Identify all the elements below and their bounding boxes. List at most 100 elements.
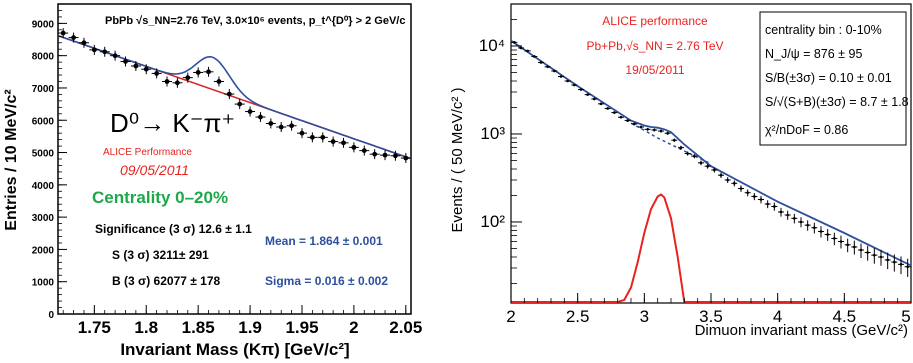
right-data-point bbox=[679, 146, 683, 149]
left-y-tick-label: 0 bbox=[48, 310, 54, 321]
left-centrality: Centrality 0–20% bbox=[92, 188, 228, 207]
left-data-point bbox=[164, 79, 170, 84]
right-data-point bbox=[619, 115, 623, 119]
left-data-point bbox=[195, 70, 201, 75]
left-perf-label: ALICE Performance bbox=[103, 147, 192, 158]
left-y-tick-label: 4000 bbox=[32, 181, 55, 192]
right-data-point bbox=[819, 230, 823, 233]
left-data-point bbox=[403, 155, 409, 161]
right-box-njpsi: N_J/ψ = 876 ± 95 bbox=[765, 47, 862, 61]
right-data-point bbox=[833, 237, 836, 240]
right-data-point bbox=[899, 263, 903, 266]
right-box-chi2: χ²/nDoF = 0.86 bbox=[765, 123, 848, 137]
right-x-tick-label: 3.5 bbox=[699, 307, 723, 326]
right-y-axis-title: Events / ( 50 MeV/c² ) bbox=[449, 87, 466, 232]
left-y-tick-label: 3000 bbox=[32, 213, 55, 224]
right-stats-box bbox=[759, 11, 907, 146]
right-data-point bbox=[659, 129, 663, 133]
left-data-point bbox=[258, 114, 263, 120]
left-data-point bbox=[361, 148, 367, 154]
right-box-s-over-b: S/B(±3σ) = 0.10 ± 0.01 bbox=[765, 71, 892, 85]
right-data-point bbox=[719, 173, 723, 177]
right-data-point bbox=[526, 49, 529, 53]
left-data-point bbox=[123, 59, 128, 64]
right-plot-marks bbox=[510, 39, 912, 303]
right-x-tick-label: 3 bbox=[640, 307, 649, 326]
right-data-point bbox=[546, 65, 549, 69]
left-axis-ticks: 1.75 1.8 1.85 1.9 1.95 2 2.05 0 1000 2000 3000 4000… bbox=[32, 10, 422, 337]
right-date: 19/05/2011 bbox=[625, 63, 684, 77]
right-data-point bbox=[793, 217, 796, 220]
left-x-tick-label: 2.05 bbox=[389, 318, 422, 337]
left-data-point bbox=[330, 139, 336, 144]
right-axis-ticks: 2 2.5 3 3.5 4 4.5 5 10² 10³ 10⁴ bbox=[479, 19, 912, 326]
right-x-tick-label: 4.5 bbox=[833, 307, 857, 326]
right-data-point bbox=[879, 255, 883, 259]
right-data-point bbox=[686, 152, 689, 155]
right-data-point bbox=[593, 97, 596, 101]
right-data-point bbox=[786, 213, 789, 217]
right-data-point bbox=[813, 226, 816, 230]
left-y-tick-label: 5000 bbox=[32, 149, 55, 160]
right-data-point bbox=[713, 168, 716, 172]
left-data-point bbox=[247, 109, 253, 114]
left-data-point bbox=[91, 47, 97, 53]
right-data-point bbox=[653, 128, 656, 132]
right-data-point bbox=[806, 223, 809, 227]
right-data-point bbox=[839, 240, 843, 243]
left-y-tick-label: 8000 bbox=[32, 52, 55, 63]
right-data-point bbox=[666, 131, 669, 135]
left-data-point bbox=[174, 80, 180, 86]
right-data-point bbox=[566, 79, 569, 83]
right-fit-curve bbox=[510, 39, 912, 267]
left-data-point bbox=[299, 130, 305, 136]
right-data-point bbox=[639, 125, 643, 129]
left-plot-frame bbox=[57, 3, 412, 315]
left-data-point bbox=[71, 35, 76, 40]
left-stat-significance: Significance (3 σ) 12.6 ± 1.1 bbox=[95, 222, 252, 236]
left-y-tick-label: 6000 bbox=[32, 116, 55, 127]
left-data-point bbox=[372, 151, 378, 157]
right-data-point bbox=[633, 122, 636, 126]
right-data-point bbox=[739, 187, 743, 190]
right-data-point bbox=[626, 119, 629, 122]
left-data-point bbox=[60, 30, 66, 36]
left-data-point bbox=[289, 123, 295, 129]
left-data-point bbox=[268, 121, 274, 126]
right-data-point bbox=[746, 191, 749, 195]
right-data-point bbox=[766, 202, 769, 206]
right-data-point bbox=[893, 260, 896, 264]
left-data-point bbox=[133, 63, 139, 69]
right-data-point bbox=[859, 248, 863, 252]
left-x-tick-label: 2 bbox=[349, 318, 358, 337]
left-data-point bbox=[382, 152, 388, 158]
right-data-point bbox=[533, 55, 536, 58]
right-data-point bbox=[826, 233, 829, 236]
right-y-tick-label: 10² bbox=[480, 212, 505, 231]
right-data-point bbox=[599, 102, 603, 106]
left-data-point bbox=[206, 69, 211, 75]
left-data-point bbox=[81, 40, 87, 46]
right-data-point bbox=[799, 220, 803, 224]
right-x-tick-label: 4 bbox=[773, 307, 782, 326]
left-stat-signal: S (3 σ) 3211± 291 bbox=[112, 248, 209, 262]
left-stat-background: B (3 σ) 62077 ± 178 bbox=[112, 274, 221, 288]
right-data-point bbox=[613, 111, 616, 114]
right-data-point bbox=[753, 195, 756, 198]
right-x-axis-title: Dimuon invariant mass (GeV/c²) bbox=[695, 322, 908, 339]
left-y-tick-label: 1000 bbox=[32, 278, 55, 289]
right-data-point bbox=[673, 138, 676, 142]
right-data-point bbox=[559, 75, 563, 78]
right-y-tick-label: 10⁴ bbox=[479, 36, 505, 55]
right-data-point bbox=[773, 205, 776, 208]
right-data-point bbox=[706, 164, 709, 168]
right-system-label: Pb+Pb,√s_NN = 2.76 TeV bbox=[586, 39, 723, 53]
left-header: PbPb √s_NN=2.76 TeV, 3.0×10⁶ events, p_t… bbox=[105, 15, 405, 27]
left-y-tick-label: 9000 bbox=[32, 19, 55, 30]
left-date: 09/05/2011 bbox=[120, 162, 189, 178]
left-data-point bbox=[185, 75, 191, 81]
right-box-centrality: centrality bin : 0-10% bbox=[765, 23, 882, 37]
left-data-point bbox=[320, 134, 326, 140]
left-y-tick-label: 2000 bbox=[32, 245, 55, 256]
left-data-point bbox=[102, 49, 108, 55]
